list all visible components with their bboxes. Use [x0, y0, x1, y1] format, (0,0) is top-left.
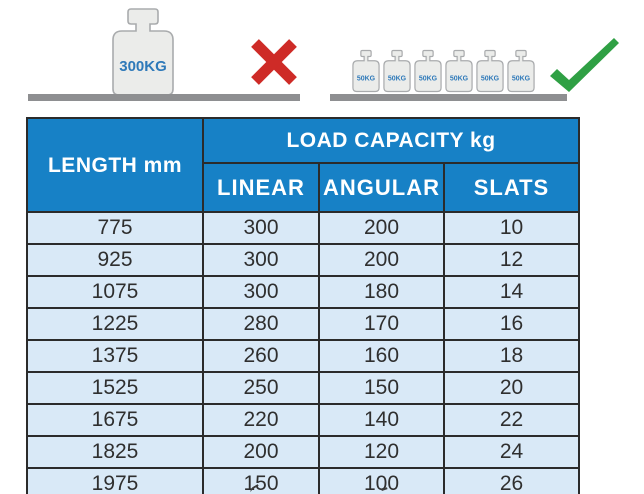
- table-row: 1975 150 100 26: [26, 467, 580, 494]
- slats-cell: 12: [443, 243, 580, 277]
- check-icon: [550, 38, 619, 92]
- length-cell: 1075: [26, 275, 204, 309]
- small-weight-label: 50KG: [512, 75, 531, 82]
- table-row: 1225 280 170 16: [26, 307, 580, 341]
- linear-cell: 200: [202, 435, 320, 469]
- length-cell: 1675: [26, 403, 204, 437]
- small-weight-icon: 50KG: [445, 49, 473, 93]
- shelf-bar-right: [330, 94, 567, 101]
- length-cell: 1825: [26, 435, 204, 469]
- big-weight-icon: 300KG: [112, 8, 174, 96]
- small-weight-icon: 50KG: [476, 49, 504, 93]
- angular-cell: 140: [318, 403, 445, 437]
- table-row: 1525 250 150 20: [26, 371, 580, 405]
- small-weight-label: 50KG: [357, 75, 376, 82]
- linear-header: LINEAR: [202, 162, 320, 213]
- length-cell: 1225: [26, 307, 204, 341]
- load-capacity-header: LOAD CAPACITY kg: [202, 117, 580, 164]
- small-weights-row: 50KG 50KG 50KG 50KG 50KG 50KG: [352, 48, 542, 94]
- linear-cell: 250: [202, 371, 320, 405]
- linear-cell: 300: [202, 243, 320, 277]
- slats-cell: 14: [443, 275, 580, 309]
- linear-cell: 220: [202, 403, 320, 437]
- angular-cell: 160: [318, 339, 445, 373]
- angular-cell: 200: [318, 243, 445, 277]
- linear-cell: 150: [202, 467, 320, 494]
- angular-cell: 150: [318, 371, 445, 405]
- length-cell: 1525: [26, 371, 204, 405]
- table-row: 925 300 200 12: [26, 243, 580, 277]
- table-row: 1825 200 120 24: [26, 435, 580, 469]
- small-weight-icon: 50KG: [383, 49, 411, 93]
- small-weight-label: 50KG: [450, 75, 469, 82]
- angular-cell: 170: [318, 307, 445, 341]
- angular-cell: 120: [318, 435, 445, 469]
- length-cell: 925: [26, 243, 204, 277]
- table-row: 1375 260 160 18: [26, 339, 580, 373]
- slats-cell: 26: [443, 467, 580, 494]
- angular-cell: 200: [318, 211, 445, 245]
- angular-cell: 100: [318, 467, 445, 494]
- angular-header: ANGULAR: [318, 162, 445, 213]
- slats-cell: 20: [443, 371, 580, 405]
- shelf-bar-left: [28, 94, 300, 101]
- load-capacity-table: LENGTH mm LOAD CAPACITY kg LINEAR ANGULA…: [26, 117, 580, 494]
- angular-cell: 180: [318, 275, 445, 309]
- slats-cell: 18: [443, 339, 580, 373]
- length-cell: 775: [26, 211, 204, 245]
- table-row: 1675 220 140 22: [26, 403, 580, 437]
- length-cell: 1375: [26, 339, 204, 373]
- linear-cell: 300: [202, 275, 320, 309]
- small-weight-icon: 50KG: [507, 49, 535, 93]
- small-weight-label: 50KG: [388, 75, 407, 82]
- length-cell: 1975: [26, 467, 204, 494]
- table-row: 775 300 200 10: [26, 211, 580, 245]
- slats-cell: 16: [443, 307, 580, 341]
- slats-cell: 22: [443, 403, 580, 437]
- slats-cell: 24: [443, 435, 580, 469]
- small-weight-label: 50KG: [419, 75, 438, 82]
- linear-cell: 280: [202, 307, 320, 341]
- length-header: LENGTH mm: [26, 117, 204, 213]
- big-weight-label: 300KG: [119, 58, 167, 75]
- table-row: 1075 300 180 14: [26, 275, 580, 309]
- small-weight-icon: 50KG: [352, 49, 380, 93]
- small-weight-label: 50KG: [481, 75, 500, 82]
- linear-cell: 260: [202, 339, 320, 373]
- cross-icon: [251, 39, 297, 85]
- slats-cell: 10: [443, 211, 580, 245]
- slats-header: SLATS: [443, 162, 580, 213]
- linear-cell: 300: [202, 211, 320, 245]
- small-weight-icon: 50KG: [414, 49, 442, 93]
